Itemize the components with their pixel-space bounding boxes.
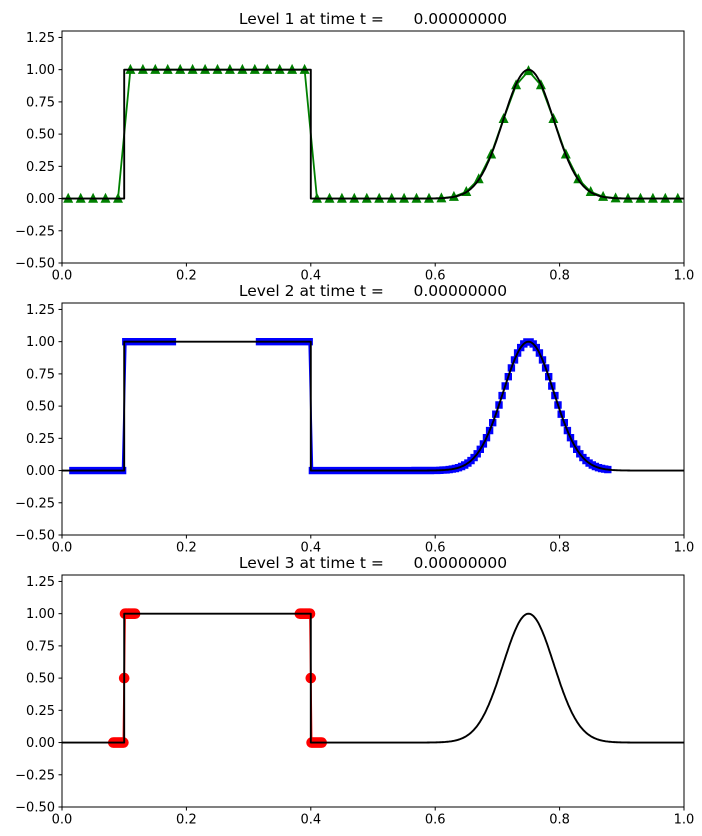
y-tick-label: −0.25	[15, 768, 55, 783]
level-1-cell-averages-line	[68, 68, 678, 200]
y-tick-label: 0.00	[26, 464, 55, 479]
exact-solution-line	[62, 68, 684, 200]
axes-frame	[61, 574, 685, 808]
x-tick-label: 0.6	[425, 269, 446, 284]
y-tick-label: 1.25	[26, 31, 55, 46]
subplot-1-title: Level 1 at time t = 0.00000000	[239, 10, 507, 28]
y-tick-label: −0.50	[15, 529, 55, 544]
x-tick-label: 0.8	[549, 813, 570, 828]
x-tick-label: 0.8	[549, 541, 570, 556]
y-tick-label: 0.00	[26, 192, 55, 207]
x-tick-label: 0.0	[52, 813, 73, 828]
axis-ticks: 0.0 0.2 0.4 0.6 0.8 1.0 −0.50 −0.25 0.00 0.25 0.50…	[15, 303, 694, 556]
x-tick-label: 0.0	[52, 269, 73, 284]
axes-frame	[61, 302, 685, 536]
level-3-cell-averages	[108, 608, 328, 748]
y-tick-label: 0.25	[26, 160, 55, 175]
subplot-level-2: 0.0 0.2 0.4 0.6 0.8 1.0 −0.50 −0.25 0.00 0.25 0.50…	[15, 302, 694, 556]
subplot-level-1: 0.0 0.2 0.4 0.6 0.8 1.0 −0.50 −0.25 0.00 0.25 0.50…	[15, 30, 694, 284]
axis-ticks: 0.0 0.2 0.4 0.6 0.8 1.0 −0.50 −0.25 0.00 0.25 0.50…	[15, 575, 694, 828]
y-tick-label: 0.25	[26, 432, 55, 447]
y-tick-label: 1.00	[26, 63, 55, 78]
level-3-cell-averages-markers	[108, 608, 328, 748]
x-tick-label: 1.0	[674, 541, 695, 556]
axis-ticks: 0.0 0.2 0.4 0.6 0.8 1.0 −0.50 −0.25 0.00 0.25 0.50…	[15, 31, 694, 284]
level-2-cell-averages-line	[72, 340, 173, 472]
x-tick-label: 0.2	[176, 541, 197, 556]
x-tick-label: 0.6	[425, 813, 446, 828]
x-tick-label: 0.0	[52, 541, 73, 556]
x-tick-label: 0.2	[176, 813, 197, 828]
exact-solution-line	[62, 340, 684, 472]
y-tick-label: −0.25	[15, 496, 55, 511]
x-tick-label: 0.4	[300, 541, 321, 556]
y-tick-label: 1.00	[26, 607, 55, 622]
x-tick-label: 0.4	[300, 269, 321, 284]
y-tick-label: 0.75	[26, 639, 55, 654]
y-tick-label: 1.00	[26, 335, 55, 350]
level-1-cell-averages-markers	[63, 63, 683, 203]
y-tick-label: 1.25	[26, 575, 55, 590]
x-tick-label: 1.0	[674, 813, 695, 828]
y-tick-label: 0.25	[26, 704, 55, 719]
y-tick-label: 0.50	[26, 400, 55, 415]
y-tick-label: 0.00	[26, 736, 55, 751]
subplots-group: 0.0 0.2 0.4 0.6 0.8 1.0 −0.50 −0.25 0.00 0.25 0.50…	[15, 30, 694, 828]
subplot-3-title: Level 3 at time t = 0.00000000	[239, 554, 507, 572]
y-tick-label: 1.25	[26, 303, 55, 318]
y-tick-label: −0.50	[15, 257, 55, 272]
x-tick-label: 0.2	[176, 269, 197, 284]
x-tick-label: 0.4	[300, 813, 321, 828]
y-tick-label: −0.25	[15, 224, 55, 239]
y-tick-label: −0.50	[15, 801, 55, 816]
y-tick-label: 0.50	[26, 672, 55, 687]
y-tick-label: 0.75	[26, 95, 55, 110]
y-tick-label: 0.50	[26, 128, 55, 143]
y-tick-label: 0.75	[26, 367, 55, 382]
subplot-2-title: Level 2 at time t = 0.00000000	[239, 282, 507, 300]
x-tick-label: 0.8	[549, 269, 570, 284]
level-2-cell-averages	[69, 338, 612, 475]
level-1-cell-averages	[63, 63, 683, 203]
x-tick-label: 0.6	[425, 541, 446, 556]
x-tick-label: 1.0	[674, 269, 695, 284]
exact-solution-line	[62, 612, 684, 744]
axes-frame	[61, 30, 685, 264]
subplot-level-3: 0.0 0.2 0.4 0.6 0.8 1.0 −0.50 −0.25 0.00 0.25 0.50…	[15, 574, 694, 828]
level-2-cell-averages-markers	[69, 338, 612, 475]
